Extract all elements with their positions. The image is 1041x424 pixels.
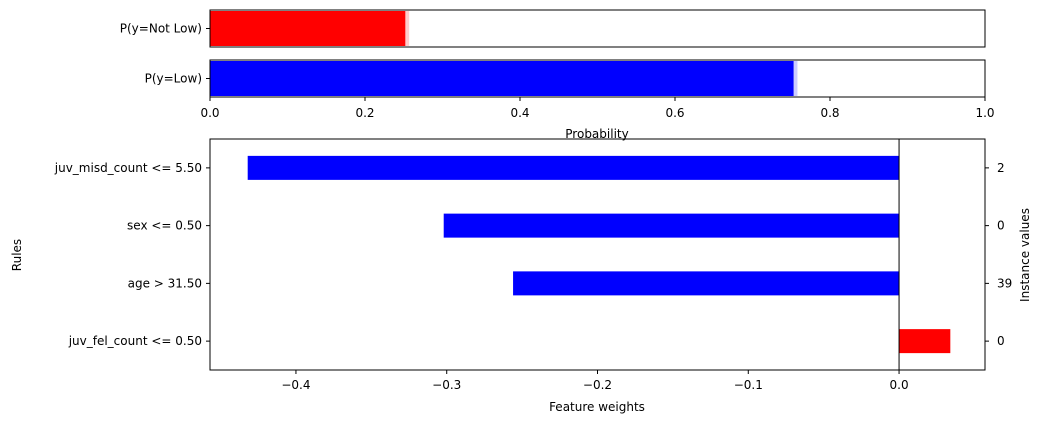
rule-label: juv_misd_count <= 5.50 (54, 161, 202, 175)
instance-value-labels: 2 0 39 0 (985, 161, 1012, 348)
rules-y-axis-label: Rules (10, 239, 24, 271)
probability-x-ticks: 0.0 0.2 0.4 0.6 0.8 1.0 (200, 97, 995, 120)
probability-bars (210, 11, 798, 96)
weight-bar (513, 271, 900, 296)
probability-x-tick-label: 0.8 (820, 106, 839, 120)
instance-values-y-axis-label: Instance values (1018, 208, 1032, 302)
probability-x-axis-label: Probability (565, 127, 628, 141)
weight-x-tick-label: −0.2 (583, 378, 612, 392)
rule-label: sex <= 0.50 (127, 219, 202, 233)
weight-bars (247, 155, 951, 354)
weight-bar (899, 329, 951, 354)
probability-category-labels: P(y=Not Low) P(y=Low) (120, 22, 210, 86)
probability-bar (210, 11, 406, 46)
probability-category-label: P(y=Not Low) (120, 22, 202, 36)
probability-x-tick-label: 0.6 (665, 106, 684, 120)
rule-label: age > 31.50 (128, 276, 202, 290)
probability-x-tick-label: 0.4 (510, 106, 529, 120)
weight-bar (443, 213, 900, 238)
weight-x-tick-label: −0.4 (281, 378, 310, 392)
rule-labels: juv_misd_count <= 5.50 sex <= 0.50 age > 3… (54, 161, 210, 348)
instance-value-label: 0 (997, 334, 1005, 348)
instance-value-label: 39 (997, 276, 1012, 290)
probability-bar (210, 61, 794, 96)
weight-bar (247, 155, 900, 180)
probability-panel: P(y=Not Low)P(y=Low) 0.0 0.2 0.4 0.6 0.8 1.0 … (120, 9, 995, 141)
instance-value-label: 0 (997, 219, 1005, 233)
probability-x-tick-label: 0.2 (355, 106, 374, 120)
weight-x-tick-label: −0.3 (432, 378, 461, 392)
probability-x-tick-label: 1.0 (975, 106, 994, 120)
weight-x-tick-label: 0.0 (890, 378, 909, 392)
instance-value-label: 2 (997, 161, 1005, 175)
probability-category-label: P(y=Low) (145, 72, 202, 86)
weight-x-ticks: −0.4 −0.3 −0.2 −0.1 0.0 (281, 370, 909, 392)
weights-x-axis-label: Feature weights (549, 400, 645, 414)
probability-x-tick-label: 0.0 (200, 106, 219, 120)
rule-label: juv_fel_count <= 0.50 (68, 334, 202, 348)
weight-x-tick-label: −0.1 (734, 378, 763, 392)
weights-panel: juv_misd_count <= 5.50 sex <= 0.50 age > 3… (10, 138, 1032, 414)
